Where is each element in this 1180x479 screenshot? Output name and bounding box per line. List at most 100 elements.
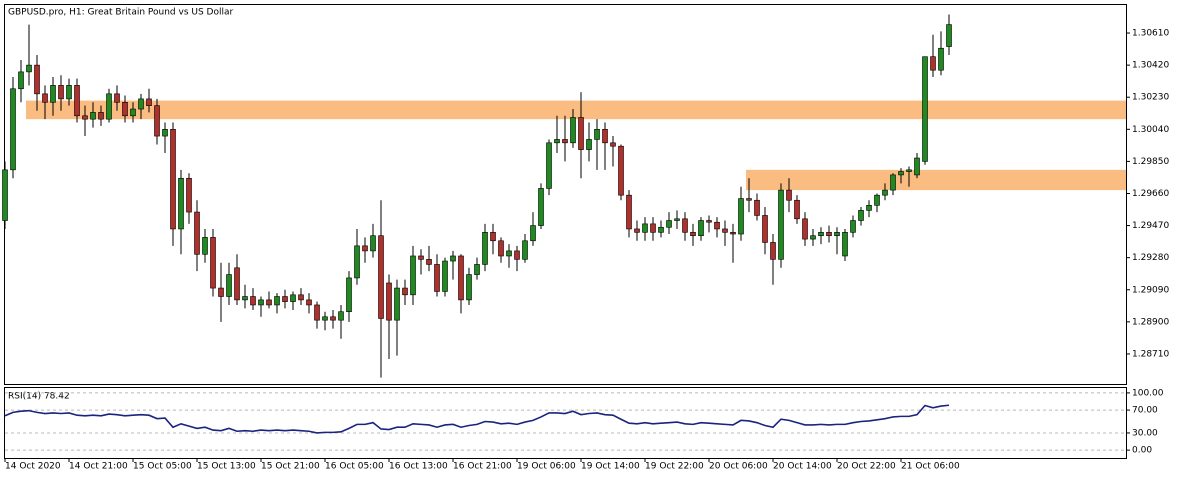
candle-body xyxy=(842,232,848,257)
candle-body xyxy=(50,85,56,103)
candle-body xyxy=(906,169,912,172)
x-tick-label: 19 Oct 22:00 xyxy=(645,462,704,472)
candle-body xyxy=(578,117,584,150)
candle-body xyxy=(106,93,112,120)
y-tick-label: 1.28900 xyxy=(1132,317,1169,327)
x-tick-label: 20 Oct 22:00 xyxy=(837,462,896,472)
y-tick-label: 1.29280 xyxy=(1132,253,1169,263)
candle-body xyxy=(626,194,632,230)
rsi-pane-frame xyxy=(4,387,1127,459)
candle-body xyxy=(746,198,752,201)
x-tick-label: 16 Oct 13:00 xyxy=(389,462,448,472)
candle-body xyxy=(450,255,456,262)
candle-body xyxy=(210,237,216,289)
candle-body xyxy=(602,129,608,144)
candle-body xyxy=(282,296,288,302)
candle-body xyxy=(658,226,664,233)
zone xyxy=(746,169,1126,191)
candle-body xyxy=(810,235,816,240)
candle-body xyxy=(322,316,328,321)
candle-body xyxy=(130,108,136,117)
y-tick-label: 1.30230 xyxy=(1132,93,1169,103)
x-tick-label: 20 Oct 06:00 xyxy=(709,462,768,472)
zone xyxy=(26,100,1126,120)
candle-body xyxy=(10,88,16,171)
candle-body xyxy=(290,294,296,302)
y-tick-label: 1.30610 xyxy=(1132,29,1169,39)
candle-body xyxy=(58,85,64,100)
candle-body xyxy=(378,235,384,319)
y-tick-label: 70.00 xyxy=(1132,406,1158,416)
candle-body xyxy=(682,218,688,233)
candle-body xyxy=(298,294,304,301)
candle-body xyxy=(586,139,592,150)
candle-body xyxy=(154,105,160,137)
candle-body xyxy=(314,304,320,321)
candle-body xyxy=(594,129,600,140)
candle-body xyxy=(714,221,720,230)
candle-body xyxy=(418,255,424,260)
candle-body xyxy=(362,245,368,252)
candle-body xyxy=(42,93,48,103)
candle-body xyxy=(882,189,888,196)
candle-body xyxy=(2,169,8,221)
candle-body xyxy=(754,199,760,216)
candle-body xyxy=(338,311,344,321)
chart-title: GBPUSD.pro, H1: Great Britain Pound vs U… xyxy=(8,8,233,18)
x-tick-label: 19 Oct 06:00 xyxy=(517,462,576,472)
candle-body xyxy=(650,223,656,233)
candle-body xyxy=(778,189,784,260)
y-tick-label: 1.28710 xyxy=(1132,349,1169,359)
x-tick-label: 16 Oct 05:00 xyxy=(325,462,384,472)
candle-body xyxy=(474,264,480,275)
candle-body xyxy=(442,260,448,292)
candle-body xyxy=(394,287,400,321)
candle-body xyxy=(890,174,896,191)
candle-body xyxy=(818,232,824,237)
candle-body xyxy=(98,112,104,120)
candle-body xyxy=(946,24,952,47)
candle-body xyxy=(402,287,408,296)
candle-body xyxy=(66,85,72,100)
candle-body xyxy=(730,232,736,235)
candle-body xyxy=(330,316,336,321)
candle-body xyxy=(706,220,712,223)
candle-body xyxy=(194,211,200,255)
y-tick-label: 1.29090 xyxy=(1132,285,1169,295)
candle-body xyxy=(306,299,312,306)
candle-body xyxy=(90,112,96,120)
candle-body xyxy=(258,299,264,306)
indicator-label: RSI(14) 78.42 xyxy=(8,392,70,402)
candle-body xyxy=(466,274,472,301)
candle-body xyxy=(802,218,808,240)
candle-body xyxy=(146,98,152,106)
candle-body xyxy=(722,228,728,233)
candle-body xyxy=(410,255,416,296)
candle-body xyxy=(514,250,520,260)
y-tick-label: 1.30420 xyxy=(1132,61,1169,71)
candle-body xyxy=(538,188,544,226)
y-tick-label: 30.00 xyxy=(1132,428,1158,438)
candle-body xyxy=(922,56,928,162)
candle-body xyxy=(674,218,680,221)
candle-body xyxy=(826,232,832,237)
candle-body xyxy=(18,71,24,90)
y-tick-label: 1.30040 xyxy=(1132,125,1169,135)
x-tick-label: 20 Oct 14:00 xyxy=(773,462,832,472)
x-tick-label: 21 Oct 06:00 xyxy=(901,462,960,472)
candle-body xyxy=(426,259,432,265)
candle-body xyxy=(234,267,240,301)
candle-body xyxy=(26,64,32,73)
candle-body xyxy=(690,232,696,237)
candle-body xyxy=(642,223,648,233)
candle-body xyxy=(218,287,224,297)
candle-body xyxy=(618,145,624,196)
candle-body xyxy=(274,296,280,306)
candle-body xyxy=(866,205,872,211)
candle-body xyxy=(266,299,272,306)
candle-body xyxy=(250,296,256,306)
candle-body xyxy=(610,142,616,147)
candle-body xyxy=(898,171,904,176)
